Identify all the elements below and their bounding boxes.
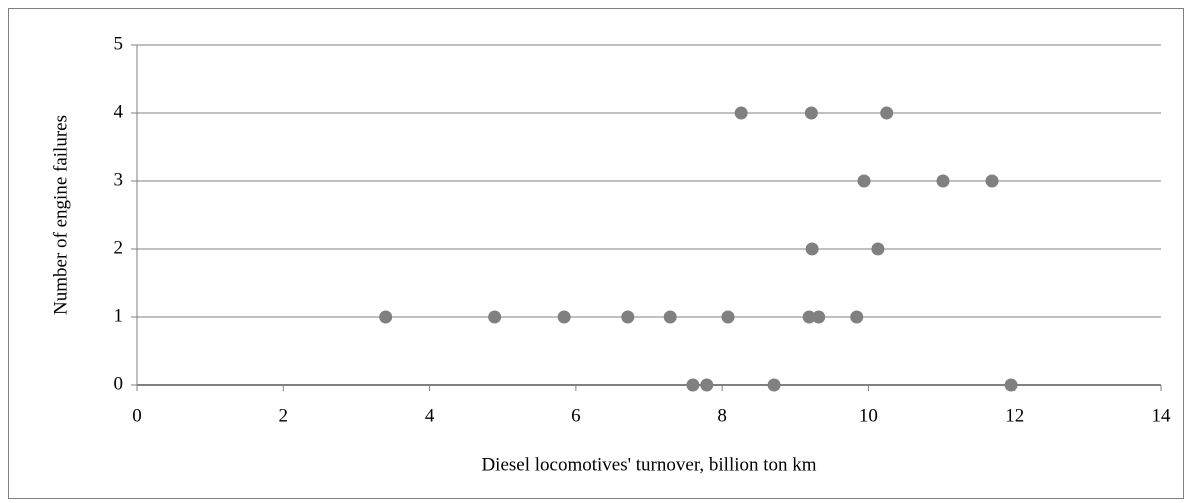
point [936, 174, 950, 188]
point [488, 310, 502, 324]
point [734, 106, 748, 120]
y-tick-label: 4 [114, 101, 124, 122]
y-tick-label: 3 [114, 169, 124, 190]
y-tick-label: 1 [114, 305, 124, 326]
point [379, 310, 393, 324]
point [700, 378, 714, 392]
point [621, 310, 635, 324]
x-tick-label: 0 [132, 405, 142, 426]
point [686, 378, 700, 392]
y-tick-label: 0 [114, 373, 124, 394]
chart-frame [8, 8, 1184, 499]
x-tick-label: 6 [571, 405, 581, 426]
point [767, 378, 781, 392]
x-tick-label: 14 [1152, 405, 1172, 426]
point [850, 310, 864, 324]
x-axis-label: Diesel locomotives' turnover, billion to… [481, 454, 816, 475]
point [663, 310, 677, 324]
y-tick-label: 2 [114, 237, 124, 258]
point [857, 174, 871, 188]
point [721, 310, 735, 324]
point [557, 310, 571, 324]
point [871, 242, 885, 256]
point [805, 242, 819, 256]
x-tick-label: 12 [1005, 405, 1024, 426]
point [802, 310, 816, 324]
point [985, 174, 999, 188]
y-tick-label: 5 [114, 33, 124, 54]
point [1004, 378, 1018, 392]
y-axis-label: Number of engine failures [50, 115, 71, 315]
point [880, 106, 894, 120]
x-tick-label: 10 [859, 405, 878, 426]
x-tick-label: 2 [279, 405, 289, 426]
x-tick-label: 8 [717, 405, 727, 426]
point [812, 310, 826, 324]
point [804, 106, 818, 120]
x-tick-label: 4 [425, 405, 435, 426]
